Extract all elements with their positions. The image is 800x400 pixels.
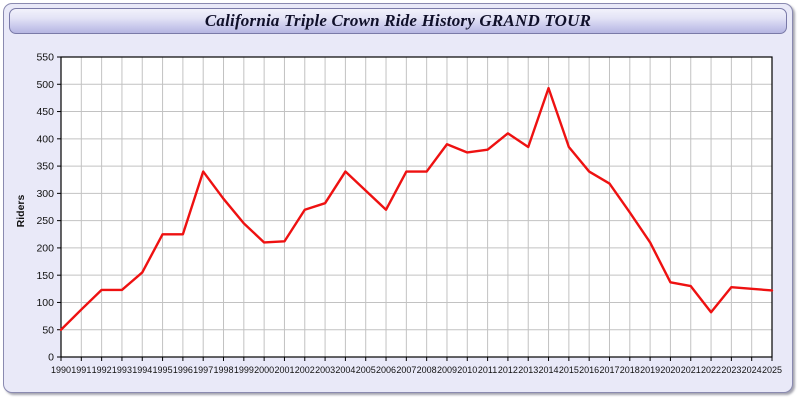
- x-axis-tick-label: 2011: [478, 365, 497, 375]
- x-axis-tick-label: 2010: [457, 365, 477, 375]
- x-axis-tick-label: 2016: [579, 365, 599, 375]
- x-axis-tick-label: 2013: [518, 365, 538, 375]
- plot-background: [61, 57, 772, 357]
- x-axis-tick-label: 2017: [599, 365, 619, 375]
- y-axis-tick-labels: 0 50 100 150 200 250 300 350 400 450 500 550: [36, 52, 54, 364]
- y-axis-tick-label: 500: [36, 79, 54, 91]
- x-axis-tick-label: 1990: [51, 365, 71, 375]
- x-axis-tick-label: 2005: [356, 365, 376, 375]
- x-axis-tick-label: 1992: [92, 365, 112, 375]
- x-axis-tick-label: 1995: [153, 365, 173, 375]
- x-axis-tick-label: 1996: [173, 365, 193, 375]
- y-axis-tick-label: 300: [36, 188, 54, 200]
- x-axis-tick-label: 2007: [396, 365, 416, 375]
- x-axis-tick-label: 1997: [193, 365, 213, 375]
- y-axis-tick-label: 400: [36, 133, 54, 145]
- y-axis-tick-label: 550: [36, 52, 54, 64]
- x-axis-tick-label: 1994: [132, 365, 152, 375]
- x-axis-tick-label: 1993: [112, 365, 132, 375]
- x-axis-tick-label: 1998: [213, 365, 233, 375]
- y-axis-tick-label: 350: [36, 161, 54, 173]
- chart-plot-area: 0 50 100 150 200 250 300 350 400 450 500 550 1990 19…: [4, 36, 794, 392]
- x-axis-tick-label: 2020: [660, 365, 680, 375]
- x-axis-tick-label: 2019: [640, 365, 660, 375]
- page-title: California Triple Crown Ride History GRA…: [204, 11, 592, 30]
- x-axis-tick-label: 1999: [234, 365, 254, 375]
- axis-frame: [60, 56, 773, 358]
- x-axis-tick-label: 2009: [437, 365, 457, 375]
- y-axis-title: Riders: [15, 195, 27, 228]
- x-axis-tick-label: 2023: [721, 365, 741, 375]
- chart-window: California Triple Crown Ride History GRA…: [3, 3, 793, 393]
- x-axis-tick-label: 2014: [539, 365, 559, 375]
- x-axis-tick-label: 2021: [681, 365, 701, 375]
- chart-title-bar: California Triple Crown Ride History GRA…: [9, 8, 787, 34]
- x-axis-tick-label: 2012: [498, 365, 518, 375]
- x-axis-tick-label: 2000: [254, 365, 274, 375]
- x-axis-tick-label: 2002: [295, 365, 315, 375]
- data-series-riders: [59, 86, 774, 331]
- x-axis-tick-label: 2004: [335, 365, 355, 375]
- y-axis-tick-label: 450: [36, 106, 54, 118]
- x-axis-tick-label: 2008: [417, 365, 437, 375]
- y-axis-tick-label: 100: [36, 297, 54, 309]
- y-axis-tick-label: 150: [36, 270, 54, 282]
- x-axis-tick-label: 2006: [376, 365, 396, 375]
- x-axis-tick-label: 2025: [762, 365, 782, 375]
- x-axis-tick-label: 2015: [559, 365, 579, 375]
- x-axis-tick-labels: 1990 1991 1992 1993 1994 1995 1996 1997 1998 1999…: [51, 365, 782, 375]
- x-axis-tick-label: 2003: [315, 365, 335, 375]
- y-axis-tick-label: 200: [36, 243, 54, 255]
- x-axis-tick-label: 2022: [701, 365, 721, 375]
- axis-ticks: [57, 56, 773, 361]
- y-axis-tick-label: 0: [48, 352, 54, 364]
- grid-lines: [61, 57, 772, 357]
- x-axis-tick-label: 1991: [71, 365, 91, 375]
- x-axis-tick-label: 2001: [274, 365, 294, 375]
- x-axis-tick-label: 2024: [742, 365, 762, 375]
- y-axis-tick-label: 50: [42, 324, 54, 336]
- y-axis-tick-label: 250: [36, 215, 54, 227]
- x-axis-tick-label: 2018: [620, 365, 640, 375]
